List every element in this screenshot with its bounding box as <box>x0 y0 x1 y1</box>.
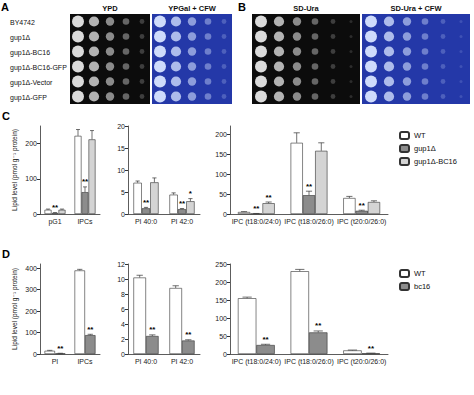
svg-text:*: * <box>189 189 193 198</box>
svg-text:**: ** <box>315 321 322 330</box>
svg-text:15: 15 <box>117 145 125 152</box>
svg-text:0: 0 <box>33 351 37 358</box>
svg-text:IPCs: IPCs <box>77 218 93 225</box>
svg-text:IPC (t18:0/24:0): IPC (t18:0/24:0) <box>232 218 281 226</box>
svg-text:gup1Δ: gup1Δ <box>10 34 31 42</box>
svg-text:**: ** <box>306 182 313 191</box>
svg-text:0: 0 <box>33 211 37 218</box>
svg-text:IPC (t18:0/24:0): IPC (t18:0/24:0) <box>232 358 281 366</box>
svg-text:WT: WT <box>414 269 426 278</box>
svg-text:10: 10 <box>117 167 125 174</box>
svg-text:**: ** <box>368 344 375 353</box>
svg-text:SD-Ura: SD-Ura <box>293 4 319 13</box>
svg-text:200: 200 <box>215 279 227 286</box>
svg-text:D: D <box>2 248 10 260</box>
svg-text:PI 40:0: PI 40:0 <box>135 218 157 225</box>
svg-text:**: ** <box>57 344 64 353</box>
svg-text:20: 20 <box>117 123 125 130</box>
svg-text:PI 42:0: PI 42:0 <box>171 218 193 225</box>
svg-text:gup1Δ: gup1Δ <box>414 144 436 153</box>
svg-text:**: ** <box>179 199 186 208</box>
svg-text:**: ** <box>82 177 89 186</box>
svg-text:100: 100 <box>25 329 37 336</box>
svg-text:IPC (t18:0/26:0): IPC (t18:0/26:0) <box>284 218 333 226</box>
svg-text:A: A <box>1 1 9 13</box>
svg-text:2: 2 <box>121 336 125 343</box>
svg-text:YPGal + CFW: YPGal + CFW <box>168 4 217 13</box>
svg-text:IPC (t18:0/26:0): IPC (t18:0/26:0) <box>284 358 333 366</box>
svg-text:YPD: YPD <box>102 4 118 13</box>
svg-text:300: 300 <box>25 286 37 293</box>
svg-text:250: 250 <box>215 261 227 268</box>
svg-text:0: 0 <box>223 351 227 358</box>
svg-text:**: ** <box>87 325 94 334</box>
svg-text:gup1Δ-BC16: gup1Δ-BC16 <box>10 49 50 57</box>
svg-text:BY4742: BY4742 <box>10 19 35 26</box>
svg-text:PI 42:0: PI 42:0 <box>171 358 193 365</box>
svg-text:100: 100 <box>215 315 227 322</box>
svg-text:Lipid level (pmol g⁻¹ protein): Lipid level (pmol g⁻¹ protein) <box>11 268 19 350</box>
svg-text:SD-Ura + CFW: SD-Ura + CFW <box>390 4 442 13</box>
svg-text:**: ** <box>359 201 366 210</box>
svg-text:100: 100 <box>215 171 227 178</box>
svg-text:4: 4 <box>121 321 125 328</box>
svg-text:**: ** <box>143 198 150 207</box>
svg-text:**: ** <box>262 335 269 344</box>
svg-text:gup1Δ-Vector: gup1Δ-Vector <box>10 79 53 87</box>
svg-text:**: ** <box>149 325 156 334</box>
svg-text:WT: WT <box>414 131 426 140</box>
svg-text:200: 200 <box>25 308 37 315</box>
svg-text:IPC (t20:0/26:0): IPC (t20:0/26:0) <box>337 218 386 226</box>
svg-text:gup1Δ-BC16: gup1Δ-BC16 <box>414 157 457 166</box>
svg-text:0: 0 <box>121 351 125 358</box>
svg-text:150: 150 <box>215 151 227 158</box>
svg-text:IPC (t20:0/26:0): IPC (t20:0/26:0) <box>337 358 386 366</box>
svg-text:**: ** <box>185 330 192 339</box>
svg-text:12: 12 <box>117 261 125 268</box>
svg-text:pG1: pG1 <box>48 218 61 226</box>
svg-text:gup1Δ-BC16-GFP: gup1Δ-BC16-GFP <box>10 64 67 72</box>
svg-text:C: C <box>2 110 10 122</box>
svg-text:IPCs: IPCs <box>77 358 93 365</box>
svg-text:8: 8 <box>121 291 125 298</box>
svg-text:200: 200 <box>215 131 227 138</box>
svg-text:0: 0 <box>223 211 227 218</box>
svg-text:10: 10 <box>117 276 125 283</box>
svg-text:100: 100 <box>25 175 37 182</box>
svg-text:**: ** <box>52 203 59 212</box>
svg-text:**: ** <box>253 204 260 213</box>
svg-text:5: 5 <box>121 189 125 196</box>
svg-text:6: 6 <box>121 306 125 313</box>
svg-text:PI: PI <box>52 358 59 365</box>
svg-text:B: B <box>238 1 246 13</box>
svg-text:150: 150 <box>215 297 227 304</box>
svg-text:0: 0 <box>121 211 125 218</box>
svg-text:PI 40:0: PI 40:0 <box>135 358 157 365</box>
svg-text:50: 50 <box>219 191 227 198</box>
svg-text:bc16: bc16 <box>414 282 430 291</box>
svg-text:gup1Δ-GFP: gup1Δ-GFP <box>10 94 47 102</box>
svg-text:400: 400 <box>25 265 37 272</box>
svg-text:**: ** <box>266 193 273 202</box>
svg-text:200: 200 <box>25 140 37 147</box>
svg-text:50: 50 <box>219 333 227 340</box>
svg-text:Lipid level (pmol g⁻¹ protein): Lipid level (pmol g⁻¹ protein) <box>11 129 19 211</box>
